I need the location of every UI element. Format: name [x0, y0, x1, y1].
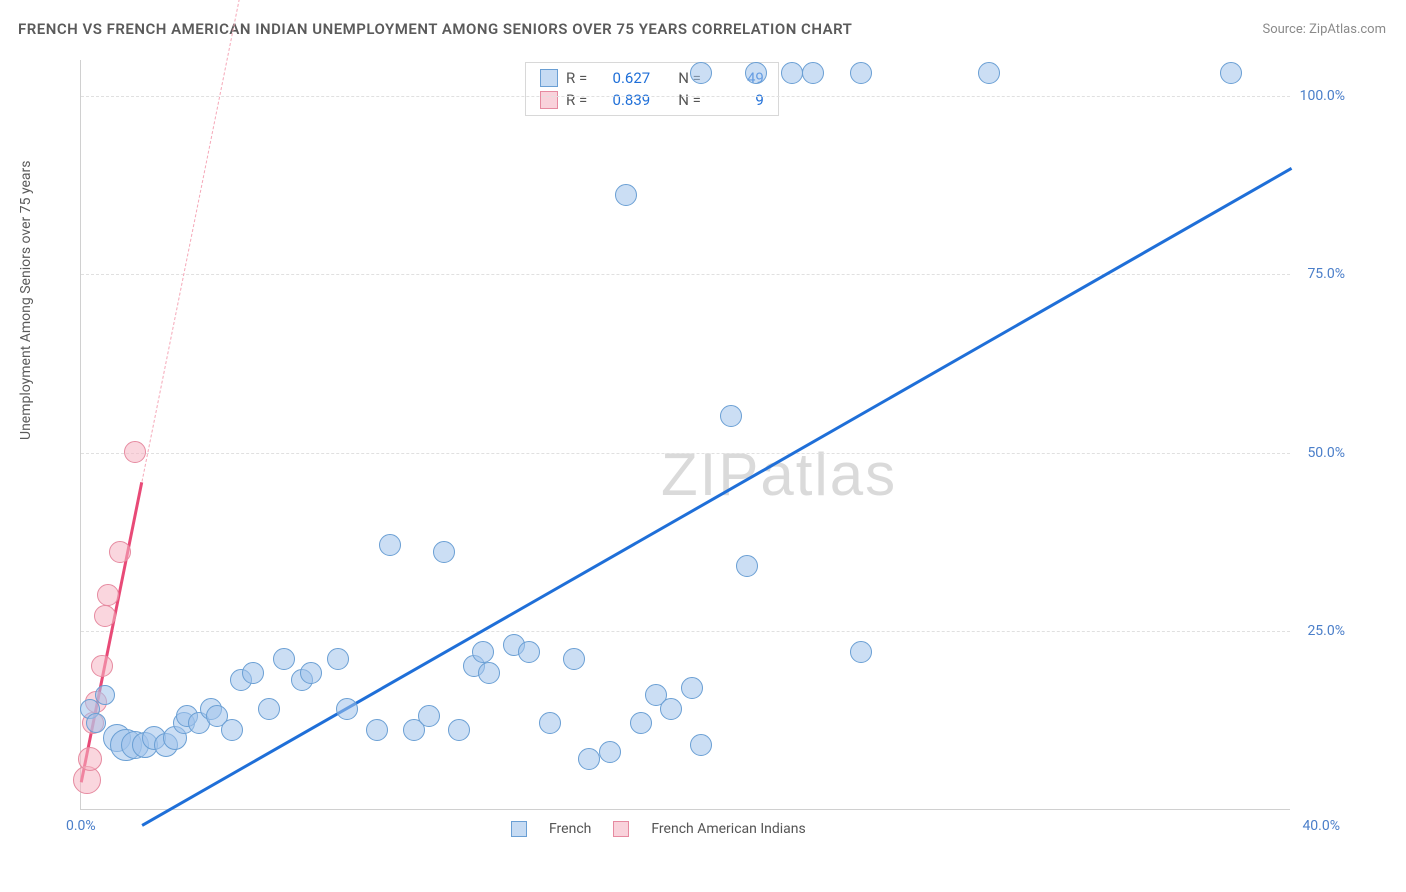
data-point [539, 712, 561, 734]
legend-label-1: French [549, 821, 591, 837]
data-point [91, 655, 113, 677]
source-label: Source: ZipAtlas.com [1262, 22, 1386, 37]
data-point [578, 748, 600, 770]
watermark-thin: atlas [760, 441, 897, 508]
data-point [978, 62, 1000, 84]
x-tick-label: 40.0% [1302, 818, 1340, 834]
data-point [242, 662, 264, 684]
data-point [690, 734, 712, 756]
plot-area: ZIPatlas R = 0.627 N = 49 R = 0.839 N = … [80, 60, 1290, 810]
data-point [802, 62, 824, 84]
legend-stats-row-1: R = 0.627 N = 49 [540, 69, 764, 87]
data-point [109, 541, 131, 563]
data-point [736, 555, 758, 577]
swatch-blue-icon [540, 69, 558, 87]
data-point [273, 648, 295, 670]
data-point [681, 677, 703, 699]
data-point [660, 698, 682, 720]
swatch-blue-icon [511, 821, 527, 837]
y-tick-label: 50.0% [1307, 445, 1345, 461]
data-point [221, 719, 243, 741]
data-point [379, 534, 401, 556]
data-point [720, 405, 742, 427]
data-point [781, 62, 803, 84]
data-point [258, 698, 280, 720]
data-point [95, 685, 115, 705]
gridline [81, 631, 1290, 632]
r-label: R = [566, 69, 587, 87]
legend-label-2: French American Indians [651, 821, 805, 837]
data-point [563, 648, 585, 670]
gridline [81, 96, 1290, 97]
data-point [78, 747, 102, 771]
data-point [448, 719, 470, 741]
chart-title: FRENCH VS FRENCH AMERICAN INDIAN UNEMPLO… [18, 20, 852, 38]
data-point [336, 698, 358, 720]
y-tick-label: 75.0% [1307, 266, 1345, 282]
data-point [478, 662, 500, 684]
data-point [745, 62, 767, 84]
legend-stats-row-2: R = 0.839 N = 9 [540, 91, 764, 109]
data-point [86, 713, 106, 733]
y-axis-label: Unemployment Among Seniors over 75 years [18, 161, 34, 441]
data-point [433, 541, 455, 563]
data-point [472, 641, 494, 663]
data-point [690, 62, 712, 84]
data-point [850, 62, 872, 84]
data-point [94, 605, 116, 627]
trendline [141, 0, 263, 482]
n-label: N = [678, 91, 701, 109]
x-tick-label: 0.0% [66, 818, 96, 834]
data-point [630, 712, 652, 734]
n-value-2: 9 [709, 91, 764, 109]
y-tick-label: 25.0% [1307, 623, 1345, 639]
data-point [327, 648, 349, 670]
chart-container: ZIPatlas R = 0.627 N = 49 R = 0.839 N = … [60, 50, 1350, 840]
y-tick-label: 100.0% [1300, 88, 1345, 104]
data-point [124, 441, 146, 463]
r-value-1: 0.627 [595, 69, 650, 87]
swatch-pink-icon [540, 91, 558, 109]
data-point [599, 741, 621, 763]
data-point [300, 662, 322, 684]
gridline [81, 274, 1290, 275]
gridline [81, 453, 1290, 454]
data-point [366, 719, 388, 741]
swatch-pink-icon [613, 821, 629, 837]
r-label: R = [566, 91, 587, 109]
data-point [615, 184, 637, 206]
data-point [518, 641, 540, 663]
watermark: ZIPatlas [661, 440, 897, 509]
legend-series: French French American Indians [511, 821, 806, 837]
data-point [1220, 62, 1242, 84]
data-point [850, 641, 872, 663]
r-value-2: 0.839 [595, 91, 650, 109]
legend-stats: R = 0.627 N = 49 R = 0.839 N = 9 [525, 62, 779, 116]
data-point [418, 705, 440, 727]
trendline [141, 167, 1292, 826]
data-point [97, 584, 119, 606]
